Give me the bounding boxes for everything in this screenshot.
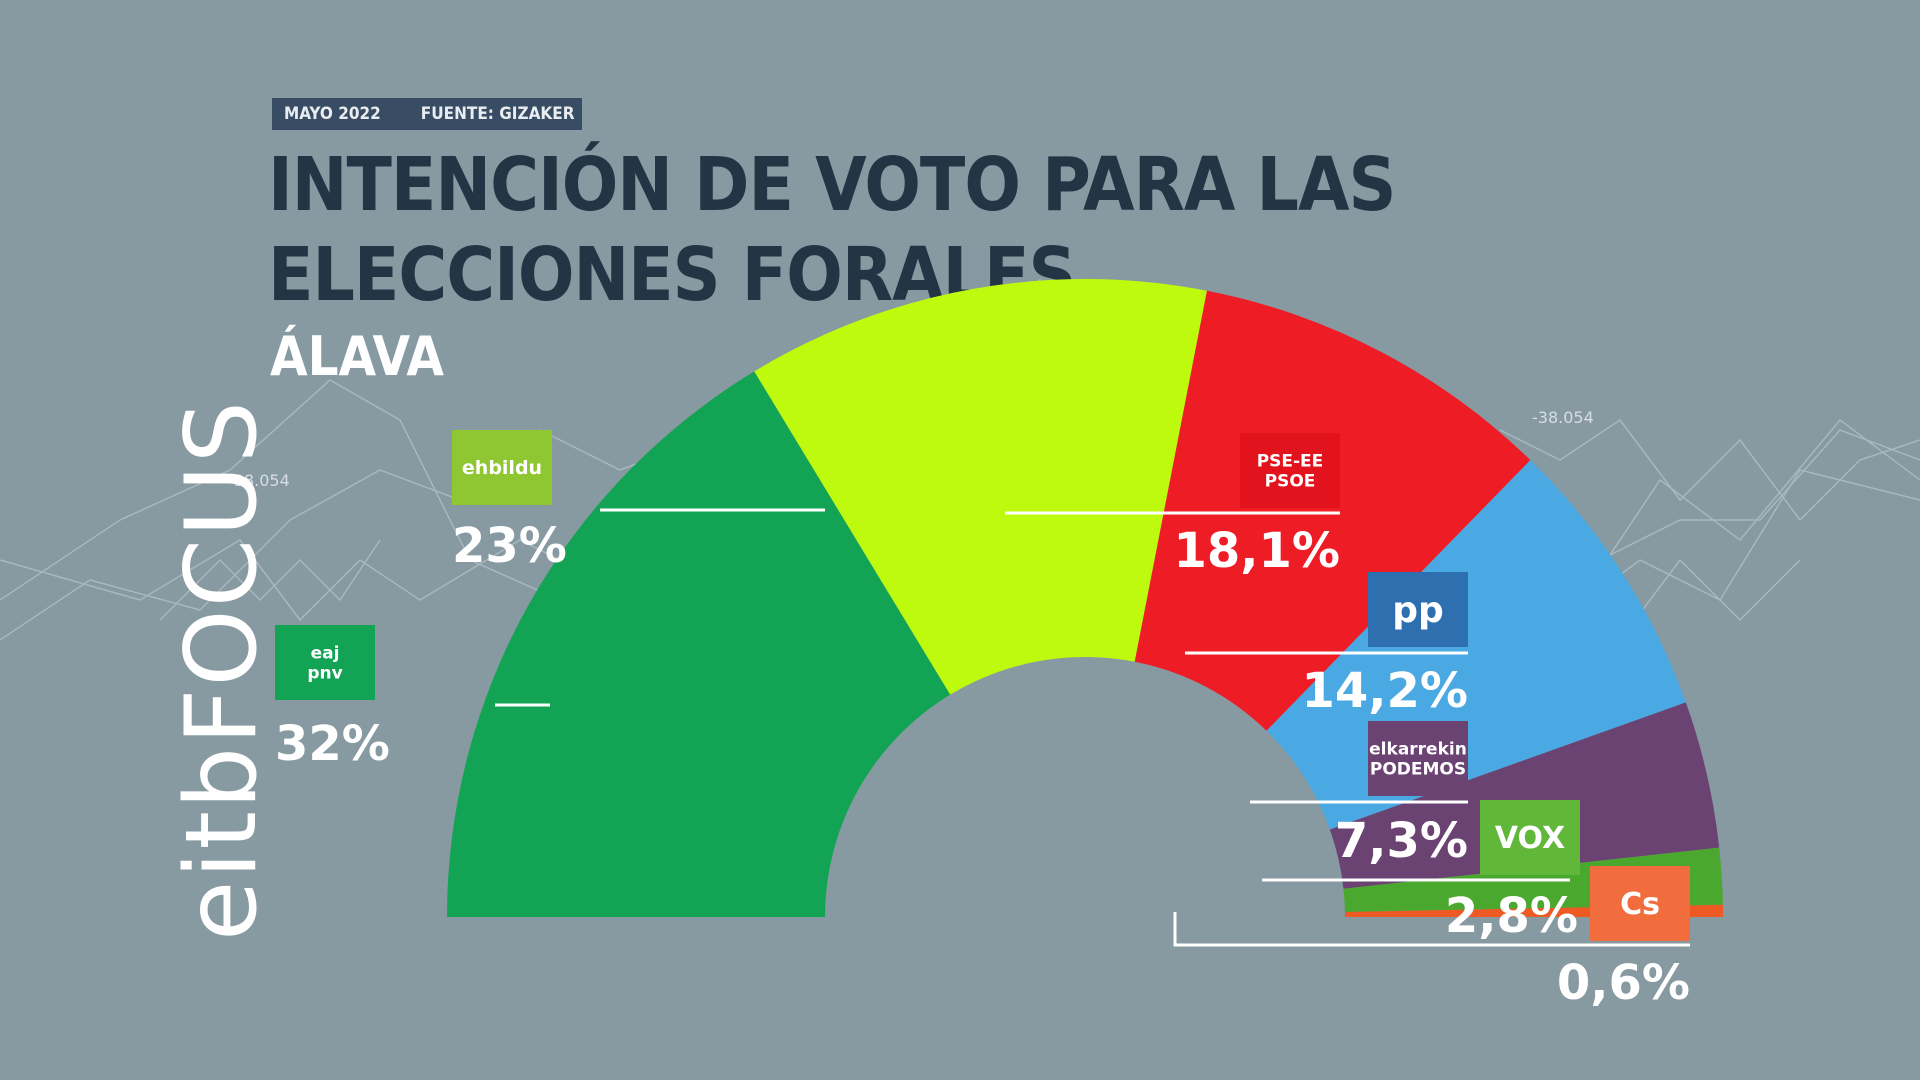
value-label-3: 14,2% — [1301, 663, 1468, 719]
party-logo-text: pp — [1392, 590, 1444, 631]
slice-eh-bildu — [754, 278, 1207, 695]
party-logo-text: eaj — [311, 643, 340, 663]
party-logo-1: ehbildu — [452, 430, 552, 505]
value-label-6: 0,6% — [1557, 955, 1690, 1011]
party-logo-text: elkarrekin — [1369, 739, 1467, 759]
bg-value-left: -38.054 — [228, 471, 290, 490]
party-logo-text: PSE-EE — [1257, 451, 1324, 471]
party-logo-text: pnv — [307, 663, 342, 683]
party-logo-box — [1368, 572, 1468, 647]
chart-subtitle: ÁLAVA — [270, 325, 445, 388]
source-label: FUENTE: GIZAKER — [420, 104, 575, 124]
party-logo-text: Cs — [1620, 887, 1660, 922]
party-logo-box — [1480, 800, 1580, 875]
party-logo-box — [452, 430, 552, 505]
party-logo-6: Cs — [1590, 866, 1690, 941]
slice-pse-ee-psoe — [1134, 290, 1531, 731]
party-logo-box — [275, 625, 375, 700]
party-logo-3: pp — [1368, 572, 1468, 647]
value-label-5: 2,8% — [1445, 888, 1578, 944]
party-logo-text: PODEMOS — [1370, 759, 1466, 779]
bg-value-right: -38.054 — [1532, 408, 1594, 427]
slice-eaj-pnv — [447, 371, 951, 917]
party-logo-text: ehbildu — [462, 457, 542, 479]
meta-bar: MAYO 2022 FUENTE: GIZAKER — [272, 98, 582, 130]
date-label: MAYO 2022 — [284, 104, 381, 124]
party-logo-5: VOX — [1480, 800, 1580, 875]
party-logo-box — [1368, 721, 1468, 796]
value-label-0: 32% — [275, 716, 390, 772]
party-logo-box — [1590, 866, 1690, 941]
value-label-4: 7,3% — [1335, 813, 1468, 869]
party-logo-box — [1240, 433, 1340, 508]
leader-line-6 — [1173, 912, 1690, 947]
value-label-1: 23% — [452, 518, 567, 574]
value-label-2: 18,1% — [1173, 523, 1340, 579]
party-logo-text: PSOE — [1265, 471, 1316, 491]
slice-elkarrekin-podemos — [1329, 702, 1720, 889]
party-logo-text: VOX — [1495, 821, 1565, 856]
